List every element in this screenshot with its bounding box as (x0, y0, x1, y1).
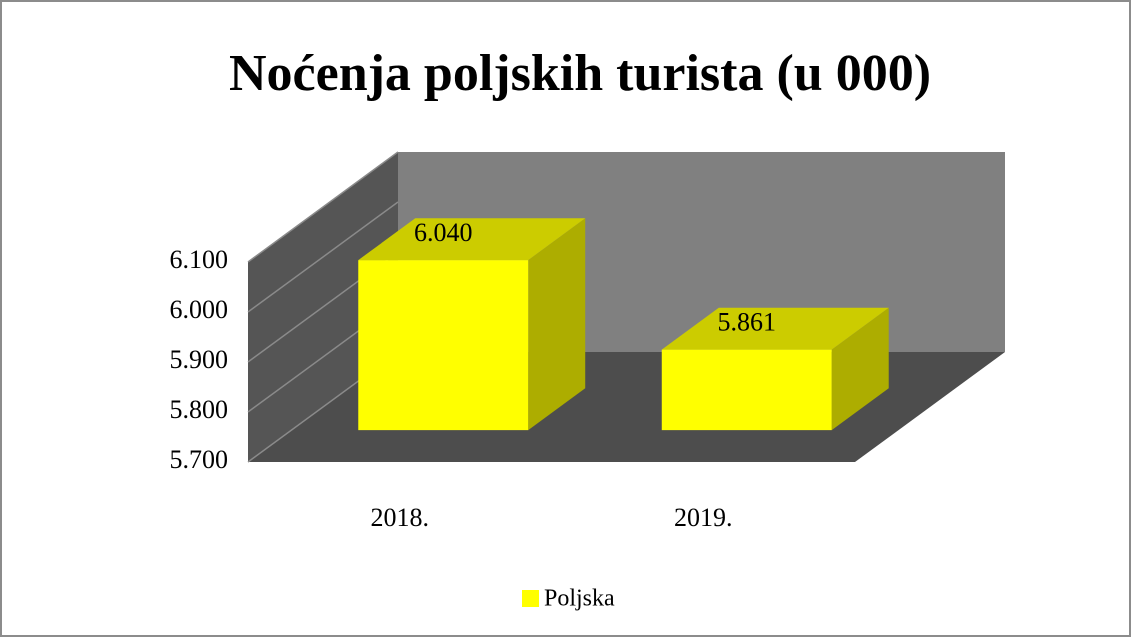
chart-title: Noćenja poljskih turista (u 000) (229, 45, 931, 102)
value-label: 6.040 (414, 218, 473, 247)
bar-side (528, 218, 586, 431)
x-tick-label: 2019. (674, 503, 733, 532)
y-tick-label: 5.800 (170, 395, 229, 424)
bar (358, 218, 586, 431)
y-tick-label: 6.000 (170, 295, 229, 324)
bar-top (661, 307, 889, 350)
x-tick-label: 2018. (371, 503, 430, 532)
bar-side (831, 307, 889, 431)
bar-front (358, 260, 529, 431)
legend-label: Poljska (544, 586, 615, 612)
legend-swatch (522, 590, 539, 607)
bar-top (358, 218, 586, 261)
grid-line (247, 201, 399, 313)
y-tick-label: 5.700 (170, 445, 229, 474)
value-label: 5.861 (718, 307, 777, 336)
bar (661, 307, 889, 431)
y-tick-label: 6.100 (170, 245, 229, 274)
bar-front (661, 349, 832, 431)
grid-line (247, 151, 399, 263)
y-tick-label: 5.900 (170, 345, 229, 374)
